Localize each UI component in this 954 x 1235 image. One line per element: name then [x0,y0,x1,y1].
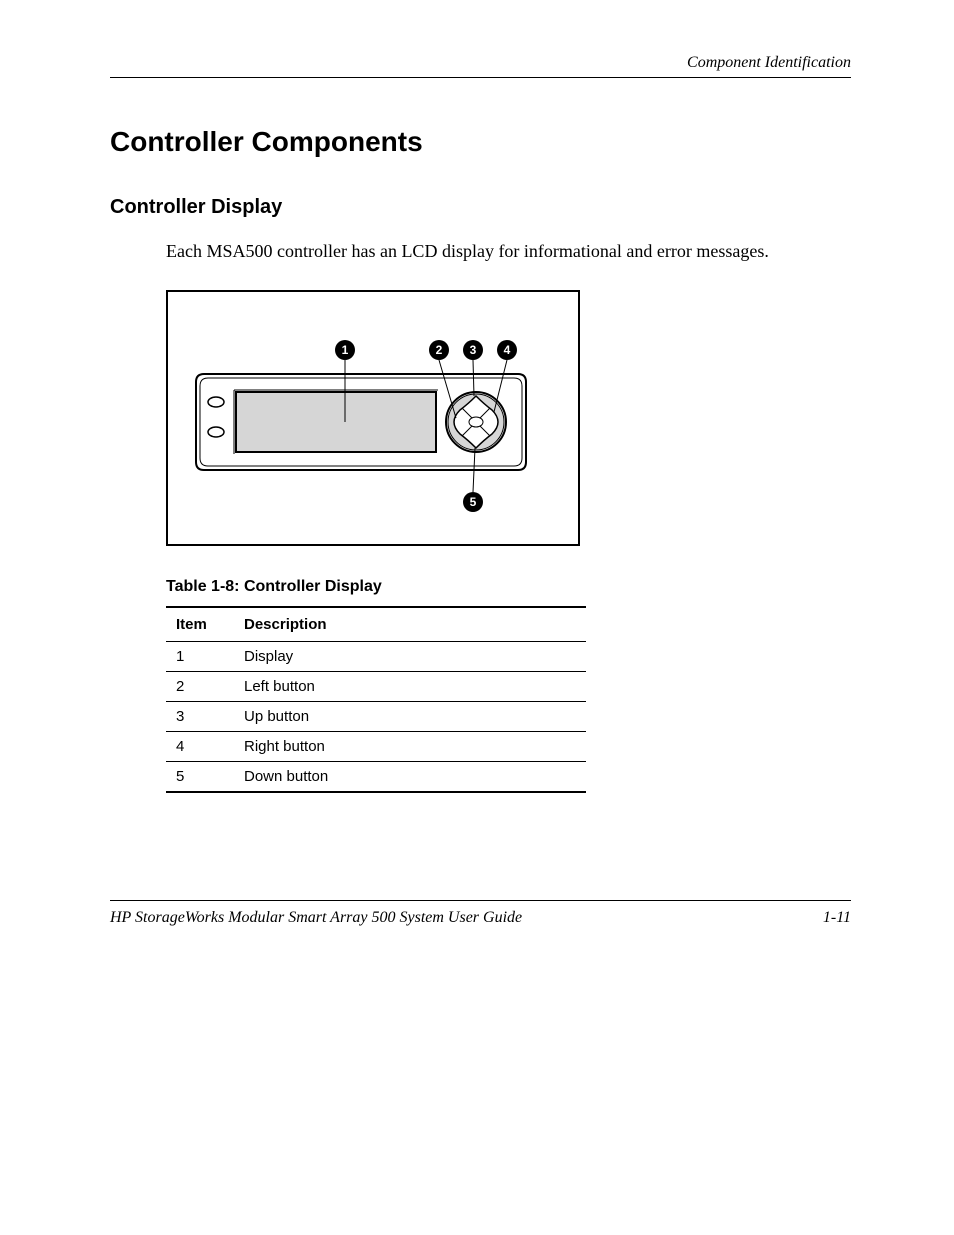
footer-doc-title: HP StorageWorks Modular Smart Array 500 … [110,909,522,927]
col-description: Description [236,607,586,642]
callout-2: 2 [429,340,449,360]
cell-desc: Down button [236,762,586,793]
table-row: 3 Up button [166,702,586,732]
col-item: Item [166,607,236,642]
table-row: 1 Display [166,642,586,672]
page-footer: HP StorageWorks Modular Smart Array 500 … [110,900,851,927]
cell-item: 1 [166,642,236,672]
callout-4: 4 [497,340,517,360]
table-row: 4 Right button [166,732,586,762]
table-caption: Table 1-8: Controller Display [166,578,851,596]
callout-5: 5 [463,492,483,512]
running-header: Component Identification [110,54,851,72]
footer-page-number: 1-11 [823,909,851,927]
callout-1: 1 [335,340,355,360]
table-row: 5 Down button [166,762,586,793]
table-row: 2 Left button [166,672,586,702]
cell-item: 5 [166,762,236,793]
controller-display-svg [168,292,582,548]
cell-desc: Up button [236,702,586,732]
cell-desc: Right button [236,732,586,762]
table-header-row: Item Description [166,607,586,642]
cell-desc: Left button [236,672,586,702]
cell-item: 3 [166,702,236,732]
cell-desc: Display [236,642,586,672]
controller-display-table: Item Description 1 Display 2 Left button… [166,606,586,793]
header-rule: Component Identification [110,54,851,78]
section-heading: Controller Display [110,196,851,219]
intro-paragraph: Each MSA500 controller has an LCD displa… [166,241,851,262]
controller-display-figure: 1 2 3 4 5 [166,290,580,546]
callout-3: 3 [463,340,483,360]
cell-item: 2 [166,672,236,702]
cell-item: 4 [166,732,236,762]
page-heading: Controller Components [110,126,851,158]
